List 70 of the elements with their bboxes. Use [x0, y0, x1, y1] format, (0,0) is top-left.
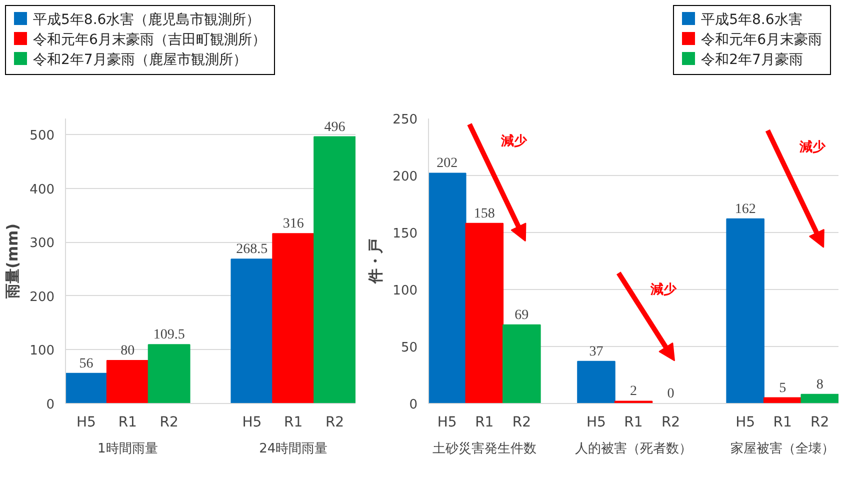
data-label: 5: [779, 380, 786, 396]
data-label: 37: [589, 344, 604, 360]
bar: [502, 324, 541, 404]
y-tick-label: 100: [30, 344, 55, 359]
bar: [428, 172, 466, 404]
y-tick-label: 400: [30, 182, 55, 198]
data-label: 109.5: [153, 328, 185, 343]
data-label: 8: [816, 377, 824, 392]
y-tick-label: 200: [392, 170, 418, 184]
data-label: 268.5: [236, 242, 268, 258]
text: R1: [624, 414, 643, 430]
data-label: 0: [667, 386, 674, 402]
text: H5: [242, 414, 262, 430]
bar: [230, 258, 274, 404]
data-label: 202: [436, 156, 458, 172]
legend-label: 令和元年6月末豪雨（吉田町観測所）: [32, 31, 266, 50]
y-tick-label: 250: [392, 112, 418, 128]
bar: [577, 360, 616, 404]
x-tick-label: 家屋被害（全壊）: [730, 440, 835, 456]
legend-label: 令和2年7月豪雨: [700, 51, 804, 70]
data-label: 56: [79, 356, 94, 372]
data-label: 496: [324, 120, 346, 135]
data-label: 69: [514, 308, 529, 323]
text: R1: [284, 414, 303, 430]
bar: [148, 344, 190, 404]
text: R2: [810, 414, 830, 430]
text: R2: [512, 414, 532, 430]
text: R2: [160, 414, 178, 430]
y-tick-label: 200: [30, 290, 55, 305]
data-label: 162: [734, 202, 756, 217]
legend-label: 平成5年8.6水害（鹿児島市観測所）: [32, 11, 262, 30]
y-axis-title: 雨量(mm): [4, 224, 22, 300]
data-label: 80: [120, 343, 135, 358]
y-tick-label: 0: [46, 398, 55, 412]
data-label: 2: [630, 384, 637, 400]
x-tick-label: 人的被害（死者数）: [575, 440, 692, 456]
legend-label: 令和2年7月豪雨（鹿屋市観測所）: [32, 51, 248, 70]
x-tick-label: 24時間雨量: [259, 442, 328, 456]
y-tick-label: 100: [392, 284, 418, 298]
data-label: 158: [474, 206, 495, 222]
text: H5: [736, 414, 756, 430]
x-tick-label: 1時間雨量: [98, 442, 158, 456]
annotation: 減少: [649, 282, 678, 298]
y-tick-label: 150: [392, 226, 418, 242]
text: R1: [475, 414, 494, 430]
legend-label: 平成5年8.6水害: [700, 11, 804, 30]
bar: [614, 400, 653, 404]
annotation: 減少: [798, 140, 826, 156]
data-label: 316: [282, 216, 304, 232]
y-axis-title: 件・戸: [366, 238, 385, 284]
y-tick-label: 500: [30, 128, 55, 144]
text: H5: [586, 414, 606, 430]
y-tick-label: 50: [400, 340, 418, 356]
legend-label: 令和元年6月末豪雨: [700, 31, 822, 50]
text: R1: [118, 414, 137, 430]
y-tick-label: 0: [409, 398, 418, 412]
bar: [726, 218, 764, 404]
bar: [66, 372, 108, 404]
bar: [106, 360, 149, 404]
text: R1: [773, 414, 792, 430]
text: H5: [437, 414, 457, 430]
text: R2: [661, 414, 680, 430]
bar: [272, 233, 315, 404]
text: R2: [325, 414, 344, 430]
text: H5: [76, 414, 96, 430]
y-tick-label: 300: [30, 236, 55, 252]
x-tick-label: 土砂災害発生件数: [432, 440, 536, 456]
annotation: 減少: [500, 134, 528, 149]
bar: [800, 394, 838, 404]
bar: [314, 136, 356, 404]
